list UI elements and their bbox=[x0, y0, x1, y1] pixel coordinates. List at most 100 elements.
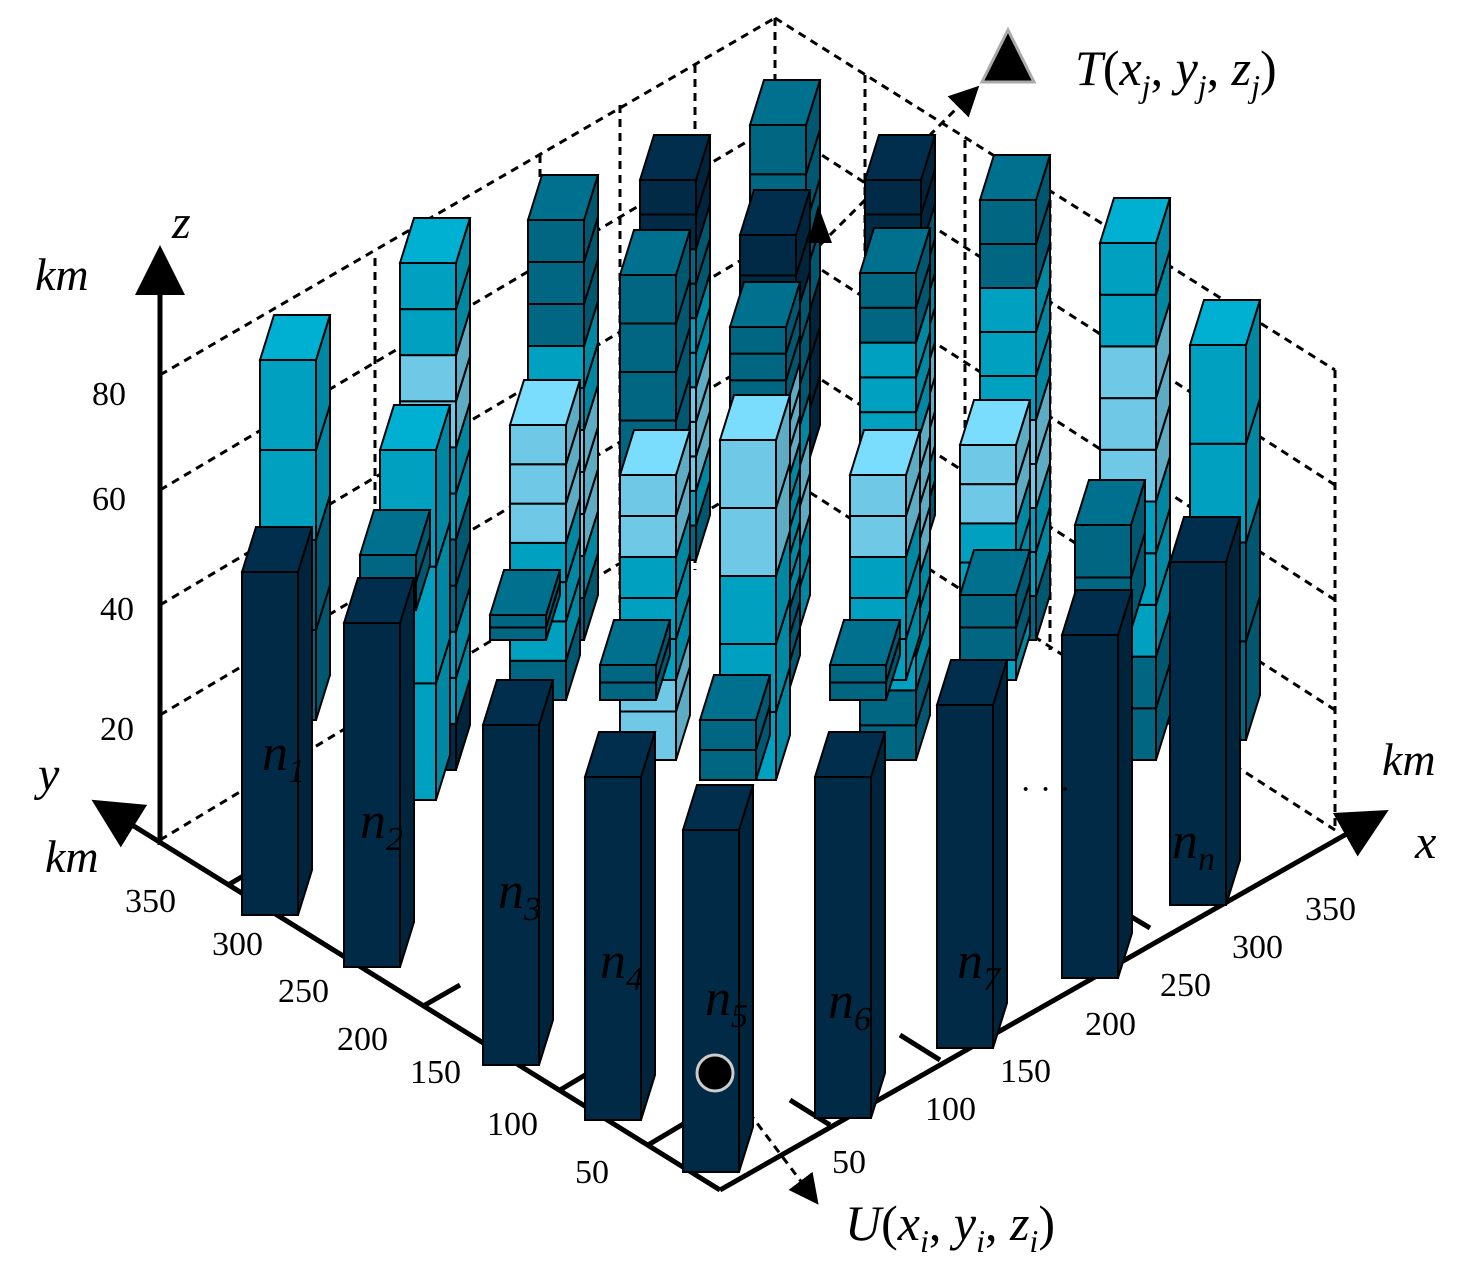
column-4-block-front bbox=[527, 303, 585, 347]
column-6-block-front bbox=[399, 308, 457, 357]
column-3-top bbox=[738, 189, 812, 236]
column-label-n1: n1 bbox=[262, 725, 305, 790]
column-5-top bbox=[978, 154, 1052, 201]
column-17-top bbox=[958, 399, 1032, 446]
y-axis-line bbox=[91, 799, 722, 1193]
column-33-top bbox=[1060, 589, 1134, 636]
target-triangle-shadow-icon bbox=[808, 205, 832, 243]
column-22-block-front bbox=[599, 664, 657, 684]
column-4-block-front bbox=[527, 219, 585, 263]
column-1-block-front bbox=[639, 179, 697, 216]
column-27-top bbox=[342, 577, 416, 624]
column-20-top bbox=[958, 549, 1032, 596]
column-9-block-front bbox=[1099, 345, 1157, 400]
column-24-block-front bbox=[699, 749, 757, 781]
column-5-block-front bbox=[979, 331, 1037, 377]
column-19-block-front bbox=[1074, 524, 1132, 579]
target-arrow bbox=[818, 85, 980, 247]
column-12-block-front bbox=[729, 352, 787, 382]
x-tick-label: 150 bbox=[1000, 1053, 1051, 1090]
column-15-block-front bbox=[619, 474, 677, 517]
column-18-block-front bbox=[719, 575, 777, 645]
column-30-block-side bbox=[738, 784, 754, 1173]
column-28-block-side bbox=[538, 679, 554, 1066]
x-axis-line bbox=[718, 810, 1389, 1193]
z-axis-unit: km bbox=[35, 249, 89, 300]
column-15-block-front bbox=[619, 556, 677, 599]
user-point-label: U(xi, yi, zi) bbox=[845, 1195, 1055, 1259]
column-18-block-front bbox=[719, 439, 777, 509]
column-31-top bbox=[813, 731, 887, 778]
column-18-top bbox=[718, 394, 792, 441]
floor-axes bbox=[91, 245, 1389, 1193]
column-16-block-front bbox=[849, 515, 907, 558]
column-30-top bbox=[681, 784, 755, 831]
column-25-top bbox=[358, 509, 432, 556]
column-11-block-front bbox=[1189, 344, 1247, 445]
column-14-block-front bbox=[509, 463, 567, 505]
column-label-n7: n7 bbox=[957, 933, 1002, 998]
column-31-block-front bbox=[814, 776, 872, 1119]
x-axis-unit: km bbox=[1382, 734, 1436, 785]
columns-group bbox=[240, 79, 1262, 1173]
x-tick-label: 300 bbox=[1232, 929, 1283, 966]
column-32-top bbox=[935, 659, 1009, 706]
column-0-top bbox=[748, 79, 822, 126]
column-27-block-side bbox=[399, 577, 415, 968]
column-0-block-front bbox=[749, 124, 807, 176]
column-16-top bbox=[848, 429, 922, 476]
column-label-n3: n3 bbox=[498, 863, 541, 928]
column-label-n5: n5 bbox=[705, 970, 748, 1035]
x-tick-2 bbox=[898, 1032, 942, 1063]
column-15-block-front bbox=[619, 515, 677, 558]
column-3-block-front bbox=[739, 234, 797, 277]
column-7-block-front bbox=[619, 371, 677, 422]
target-triangle-icon bbox=[979, 26, 1037, 84]
column-26-top bbox=[240, 526, 314, 573]
x-tick-label: 350 bbox=[1305, 891, 1356, 928]
y-tick-label: 50 bbox=[575, 1154, 609, 1191]
column-19-top bbox=[1073, 479, 1147, 526]
y-tick-label: 150 bbox=[410, 1054, 461, 1091]
column-22-top bbox=[598, 619, 672, 666]
user-point-icon bbox=[695, 1053, 735, 1093]
column-5-block-front bbox=[979, 243, 1037, 289]
column-8-block-front bbox=[859, 376, 917, 414]
x-axis-name: x bbox=[1414, 816, 1436, 869]
column-6-block-front bbox=[399, 262, 457, 311]
grid-line-left-80 bbox=[159, 16, 776, 377]
x-tick-label: 250 bbox=[1160, 967, 1211, 1004]
user-arrow bbox=[730, 1089, 819, 1205]
column-9-top bbox=[1098, 197, 1172, 244]
x-tick-1 bbox=[788, 1097, 832, 1128]
column-7-top bbox=[618, 229, 692, 276]
column-29-top bbox=[583, 731, 657, 778]
column-23-top bbox=[828, 619, 902, 666]
column-12-block-front bbox=[729, 326, 787, 355]
column-16-block-front bbox=[849, 556, 907, 599]
x-tick-label: 200 bbox=[1085, 1006, 1136, 1043]
column-29-block-side bbox=[640, 731, 656, 1121]
y-axis-unit: km bbox=[45, 831, 99, 882]
column-7-block-front bbox=[619, 274, 677, 325]
column-10-top bbox=[258, 314, 332, 361]
column-16-block-front bbox=[849, 474, 907, 517]
column-18-block-front bbox=[719, 507, 777, 577]
column-2-block-front bbox=[864, 179, 922, 216]
y-tick-3 bbox=[423, 982, 462, 1008]
column-34-block-side bbox=[1225, 516, 1241, 906]
column-9-block-front bbox=[1099, 397, 1157, 451]
column-20-block-front bbox=[959, 626, 1017, 661]
y-tick-label: 100 bbox=[487, 1106, 538, 1143]
x-tick-label: 50 bbox=[832, 1144, 866, 1181]
ellipsis: · · · bbox=[1020, 771, 1071, 808]
column-21-block-front bbox=[489, 614, 547, 629]
y-axis-name: y bbox=[33, 748, 60, 801]
column-26-block-side bbox=[297, 526, 313, 916]
z-tick-label: 20 bbox=[100, 711, 134, 748]
column-17-block-front bbox=[959, 483, 1017, 525]
y-tick-label: 350 bbox=[125, 883, 176, 920]
column-24-top bbox=[698, 674, 772, 721]
